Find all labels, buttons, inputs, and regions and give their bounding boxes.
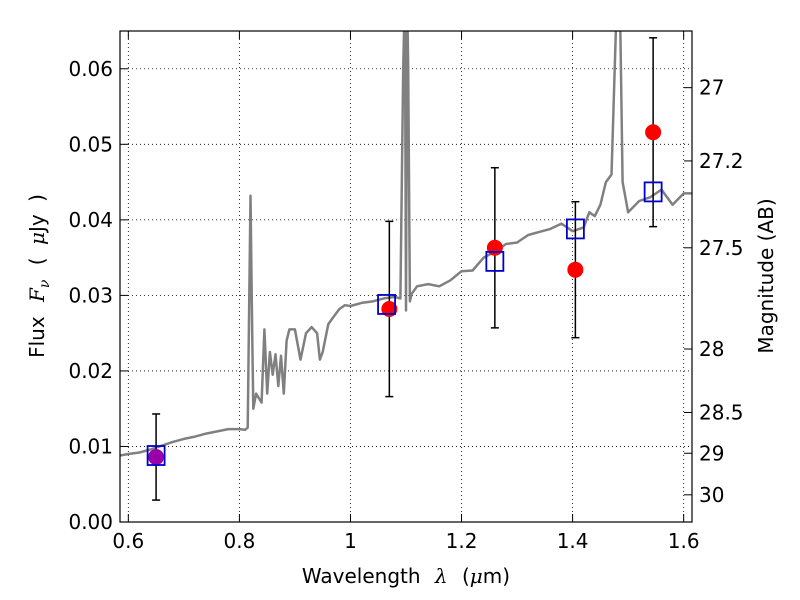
x-axis-ticks: 0.6 0.8 1 1.2 1.4 1.6 <box>112 31 700 553</box>
y2-tick-label: 27.2 <box>699 149 744 173</box>
y2-tick-label: 27.5 <box>699 236 744 260</box>
y2-axis-ticks: 27 27.2 27.5 28 28.5 29 30 <box>684 76 744 507</box>
observed-point <box>486 239 503 256</box>
x-axis-label: Wavelength λ (μm) <box>302 564 510 588</box>
y2-tick-label: 28.5 <box>699 400 744 424</box>
plot-frame <box>119 30 693 523</box>
model-spectrum-line <box>120 31 692 457</box>
x-tick-label: 1.4 <box>557 529 589 553</box>
y-tick-label: 0.00 <box>68 510 113 534</box>
y-axis-label: Flux Fν ( μJy ) <box>25 194 54 358</box>
synthetic-points <box>146 181 663 466</box>
y2-tick-label: 28 <box>699 337 724 361</box>
synthetic-point <box>643 181 663 203</box>
observed-point <box>645 124 662 141</box>
x-tick-label: 0.6 <box>112 529 144 553</box>
observed-point <box>148 449 165 466</box>
y-tick-label: 0.06 <box>68 57 113 81</box>
y-tick-label: 0.01 <box>68 434 113 458</box>
x-tick-label: 1.2 <box>446 529 478 553</box>
observed-point <box>567 261 584 278</box>
y2-axis-label: Magnitude (AB) <box>754 198 778 353</box>
synthetic-point <box>146 445 166 466</box>
observed-point <box>381 300 398 317</box>
y-tick-label: 0.04 <box>68 208 113 232</box>
y-tick-label: 0.02 <box>68 359 113 383</box>
synthetic-point <box>377 294 396 315</box>
synthetic-point <box>485 250 505 272</box>
y2-tick-label: 30 <box>699 483 724 507</box>
y-tick-label: 0.03 <box>68 283 113 307</box>
y2-tick-label: 27 <box>699 76 724 100</box>
x-tick-label: 0.8 <box>223 529 255 553</box>
y2-tick-label: 29 <box>699 441 724 465</box>
x-tick-label: 1 <box>344 529 357 553</box>
y-tick-label: 0.05 <box>68 132 113 156</box>
y-axis-ticks: 0.00 0.01 0.02 0.03 0.04 0.05 0.06 <box>68 57 128 534</box>
grid <box>120 31 692 522</box>
x-tick-label: 1.6 <box>668 529 700 553</box>
synthetic-point <box>565 218 585 240</box>
